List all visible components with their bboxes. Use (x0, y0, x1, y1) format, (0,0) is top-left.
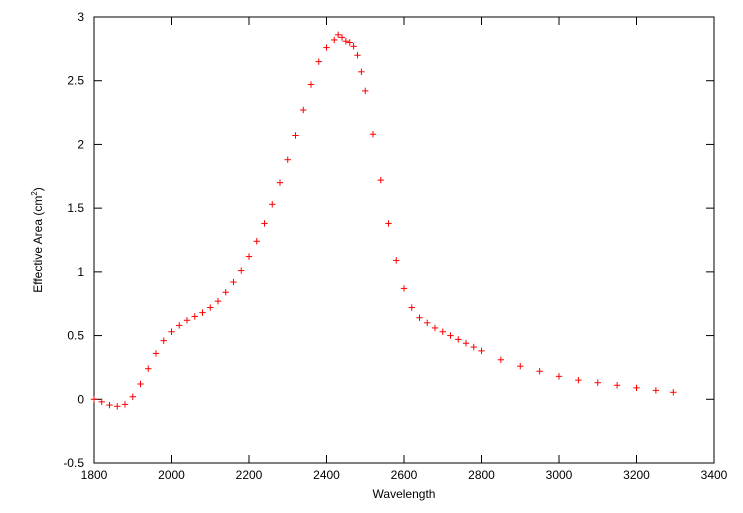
data-point-marker (338, 34, 346, 41)
data-point-marker (613, 382, 621, 389)
x-tick-label: 2800 (468, 468, 495, 482)
data-point-marker (284, 156, 291, 163)
data-point-marker (276, 179, 284, 186)
data-point-marker (191, 313, 198, 320)
data-point-marker (408, 304, 415, 311)
y-tick-label: 1 (77, 265, 84, 279)
data-point-marker (400, 285, 408, 292)
data-point-marker (160, 337, 167, 344)
data-point-marker (594, 379, 601, 386)
data-point-marker (145, 365, 152, 372)
y-tick-label: 2.5 (67, 74, 84, 88)
y-axis-label-main: Effective Area (cm (31, 196, 45, 293)
data-point-marker (555, 373, 563, 380)
data-point-marker (362, 87, 369, 95)
y-axis-ticks: -0.5 0 0.5 1 1.5 2 2.5 3 (63, 10, 714, 470)
x-tick-label: 2600 (391, 468, 418, 482)
data-point-marker (253, 238, 260, 245)
data-point-marker (350, 43, 357, 50)
y-axis-label-superscript: 2 (30, 191, 39, 196)
data-point-marker (300, 106, 307, 114)
data-point-marker (307, 81, 315, 88)
x-tick-label: 3400 (701, 468, 728, 482)
data-point-marker (517, 362, 524, 370)
data-point-marker (354, 52, 361, 59)
data-point-marker (121, 401, 129, 408)
data-point-marker (168, 328, 175, 335)
data-point-marker (137, 380, 144, 388)
data-point-marker (346, 39, 353, 46)
data-point-marker (331, 36, 338, 44)
data-point-marker (455, 336, 462, 343)
data-point-marker (431, 324, 439, 332)
data-point-marker (497, 356, 505, 363)
data-point-marker (377, 176, 384, 184)
data-point-marker (369, 131, 377, 138)
data-point-marker (334, 31, 342, 39)
data-point-marker (393, 257, 400, 264)
y-tick-label: 2 (77, 137, 84, 151)
y-tick-label: 0.5 (67, 329, 84, 343)
data-series (90, 31, 677, 410)
data-point-marker (230, 278, 237, 286)
data-point-marker (261, 220, 268, 227)
data-point-marker (90, 396, 98, 403)
data-point-marker (199, 309, 206, 316)
data-point-marker (633, 384, 640, 392)
x-tick-label: 3000 (546, 468, 573, 482)
data-point-marker (214, 297, 222, 305)
data-point-marker (652, 387, 660, 394)
y-tick-label: -0.5 (63, 456, 84, 470)
data-point-marker (98, 398, 105, 406)
data-point-marker (129, 393, 136, 400)
x-tick-label: 1800 (81, 468, 108, 482)
data-point-marker (385, 220, 392, 227)
data-point-marker (245, 253, 253, 260)
data-point-marker (114, 403, 121, 410)
data-point-marker (183, 317, 191, 324)
data-point-marker (342, 38, 350, 45)
data-point-marker (478, 347, 485, 355)
data-point-marker (222, 289, 229, 296)
x-tick-label: 2200 (236, 468, 263, 482)
data-point-marker (462, 340, 470, 347)
x-tick-label: 3200 (623, 468, 650, 482)
x-tick-label: 2000 (158, 468, 185, 482)
x-axis-label: Wavelength (373, 487, 436, 501)
data-point-marker (207, 304, 214, 311)
data-point-marker (416, 314, 423, 321)
data-point-marker (323, 44, 330, 51)
data-point-marker (152, 350, 160, 357)
data-point-marker (269, 201, 276, 208)
data-point-marker (106, 401, 113, 409)
data-point-marker (358, 68, 365, 75)
data-point-marker (176, 322, 183, 329)
y-tick-label: 3 (77, 10, 84, 24)
y-tick-label: 1.5 (67, 201, 84, 215)
data-point-marker (238, 267, 245, 274)
data-point-marker (575, 376, 582, 384)
data-point-marker (424, 319, 431, 327)
data-point-marker (315, 58, 322, 65)
x-tick-label: 2400 (313, 468, 340, 482)
x-axis-ticks: 1800 2000 2200 2400 2600 2800 3000 3200 3400 (81, 17, 728, 482)
data-point-marker (670, 389, 677, 396)
data-point-marker (536, 368, 543, 375)
data-point-marker (470, 343, 477, 351)
y-axis-label-end: ) (31, 187, 45, 191)
y-tick-label: 0 (77, 392, 84, 406)
data-point-marker (439, 328, 446, 335)
data-point-marker (447, 332, 454, 339)
y-axis-label: Effective Area (cm2) (30, 187, 45, 293)
data-point-marker (292, 132, 299, 139)
plot-frame (93, 16, 715, 464)
